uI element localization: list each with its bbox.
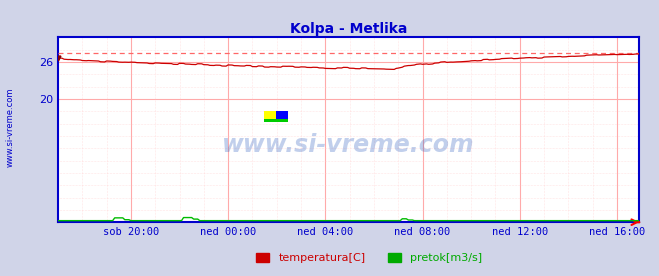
Bar bbox=[264, 119, 287, 122]
Text: www.si-vreme.com: www.si-vreme.com bbox=[5, 87, 14, 167]
Text: www.si-vreme.com: www.si-vreme.com bbox=[222, 132, 475, 156]
Bar bbox=[264, 111, 276, 119]
Bar bbox=[276, 111, 287, 119]
Title: Kolpa - Metlika: Kolpa - Metlika bbox=[290, 22, 407, 36]
Legend: temperatura[C], pretok[m3/s]: temperatura[C], pretok[m3/s] bbox=[252, 248, 486, 268]
